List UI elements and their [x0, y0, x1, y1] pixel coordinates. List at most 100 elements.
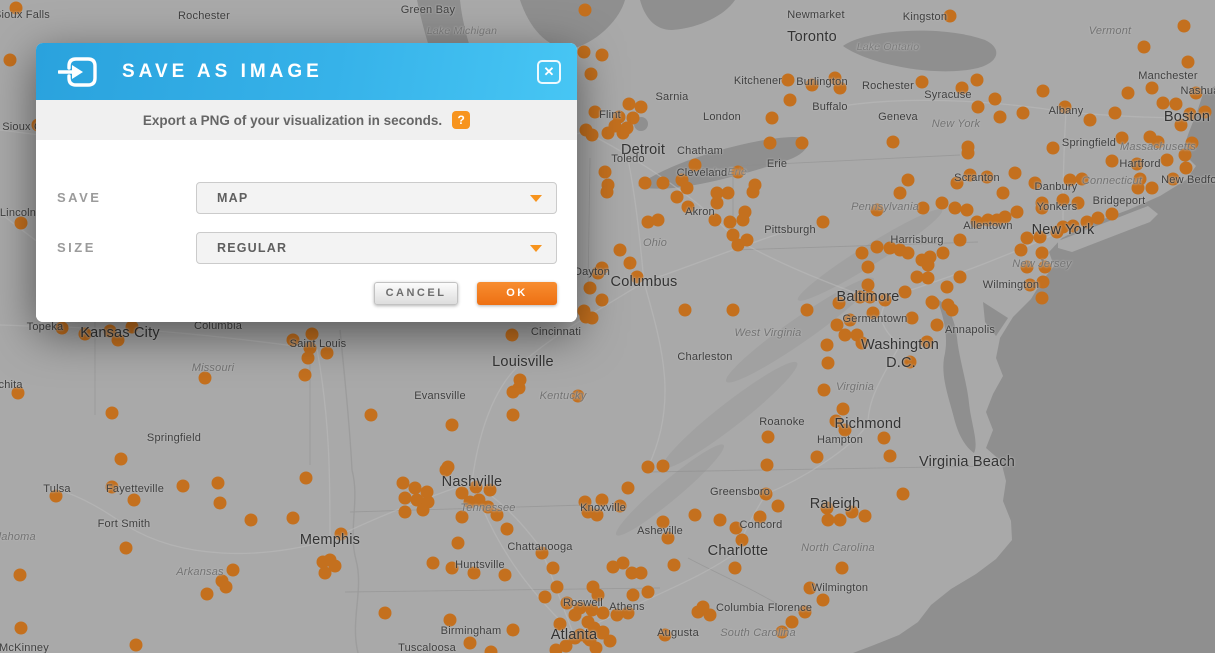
- map-dot[interactable]: [667, 558, 681, 572]
- map-dot[interactable]: [606, 560, 620, 574]
- map-dot[interactable]: [396, 476, 410, 490]
- map-dot[interactable]: [1010, 205, 1024, 219]
- map-dot[interactable]: [568, 608, 582, 622]
- map-dot[interactable]: [286, 511, 300, 525]
- map-dot[interactable]: [1185, 136, 1199, 150]
- map-dot[interactable]: [858, 509, 872, 523]
- map-dot[interactable]: [1023, 278, 1037, 292]
- map-dot[interactable]: [125, 320, 139, 334]
- map-dot[interactable]: [945, 303, 959, 317]
- map-dot[interactable]: [445, 561, 459, 575]
- map-dot[interactable]: [651, 213, 665, 227]
- map-dot[interactable]: [55, 321, 69, 335]
- map-dot[interactable]: [595, 626, 609, 640]
- map-dot[interactable]: [445, 418, 459, 432]
- map-dot[interactable]: [571, 389, 585, 403]
- map-dot[interactable]: [816, 215, 830, 229]
- map-dot[interactable]: [1038, 260, 1052, 274]
- map-dot[interactable]: [943, 9, 957, 23]
- map-dot[interactable]: [1033, 230, 1047, 244]
- map-dot[interactable]: [114, 452, 128, 466]
- map-dot[interactable]: [953, 270, 967, 284]
- map-dot[interactable]: [988, 92, 1002, 106]
- map-dot[interactable]: [441, 460, 455, 474]
- map-dot[interactable]: [940, 280, 954, 294]
- map-dot[interactable]: [761, 430, 775, 444]
- ok-button[interactable]: OK: [477, 282, 557, 305]
- map-dot[interactable]: [696, 600, 710, 614]
- map-dot[interactable]: [213, 496, 227, 510]
- map-dot[interactable]: [713, 513, 727, 527]
- map-dot[interactable]: [3, 53, 17, 67]
- map-dot[interactable]: [538, 590, 552, 604]
- map-dot[interactable]: [598, 165, 612, 179]
- map-dot[interactable]: [883, 241, 897, 255]
- map-dot[interactable]: [601, 126, 615, 140]
- map-dot[interactable]: [821, 513, 835, 527]
- map-dot[interactable]: [781, 73, 795, 87]
- map-dot[interactable]: [1181, 55, 1195, 69]
- map-dot[interactable]: [1121, 86, 1135, 100]
- map-dot[interactable]: [1156, 96, 1170, 110]
- map-dot[interactable]: [630, 270, 644, 284]
- map-dot[interactable]: [960, 203, 974, 217]
- map-dot[interactable]: [1020, 260, 1034, 274]
- map-dot[interactable]: [455, 510, 469, 524]
- map-dot[interactable]: [1177, 19, 1191, 33]
- map-dot[interactable]: [484, 645, 498, 653]
- map-dot[interactable]: [305, 327, 319, 341]
- map-dot[interactable]: [1016, 106, 1030, 120]
- map-dot[interactable]: [1075, 172, 1089, 186]
- map-dot[interactable]: [821, 356, 835, 370]
- map-dot[interactable]: [817, 383, 831, 397]
- map-dot[interactable]: [993, 110, 1007, 124]
- map-dot[interactable]: [760, 458, 774, 472]
- cancel-button[interactable]: CANCEL: [374, 282, 458, 305]
- map-dot[interactable]: [416, 503, 430, 517]
- close-icon[interactable]: ✕: [537, 59, 561, 84]
- map-dot[interactable]: [590, 508, 604, 522]
- map-dot[interactable]: [13, 568, 27, 582]
- map-dot[interactable]: [588, 105, 602, 119]
- map-dot[interactable]: [746, 185, 760, 199]
- map-dot[interactable]: [759, 487, 773, 501]
- map-dot[interactable]: [119, 541, 133, 555]
- map-dot[interactable]: [14, 216, 28, 230]
- map-dot[interactable]: [244, 513, 258, 527]
- map-dot[interactable]: [910, 270, 924, 284]
- map-dot[interactable]: [721, 186, 735, 200]
- map-dot[interactable]: [1160, 153, 1174, 167]
- map-dot[interactable]: [1166, 172, 1180, 186]
- map-dot[interactable]: [1108, 106, 1122, 120]
- save-dropdown[interactable]: MAP: [196, 182, 557, 214]
- map-dot[interactable]: [1137, 40, 1151, 54]
- map-dot[interactable]: [1130, 157, 1144, 171]
- map-dot[interactable]: [1115, 131, 1129, 145]
- map-dot[interactable]: [1105, 154, 1119, 168]
- map-dot[interactable]: [963, 168, 977, 182]
- map-dot[interactable]: [729, 521, 743, 535]
- map-dot[interactable]: [105, 406, 119, 420]
- map-dot[interactable]: [710, 186, 724, 200]
- map-dot[interactable]: [641, 585, 655, 599]
- map-dot[interactable]: [893, 186, 907, 200]
- map-dot[interactable]: [589, 641, 603, 653]
- map-dot[interactable]: [577, 45, 591, 59]
- map-dot[interactable]: [936, 246, 950, 260]
- map-dot[interactable]: [905, 311, 919, 325]
- map-dot[interactable]: [726, 303, 740, 317]
- map-dot[interactable]: [1183, 107, 1197, 121]
- map-dot[interactable]: [855, 246, 869, 260]
- map-dot[interactable]: [641, 215, 655, 229]
- map-dot[interactable]: [469, 480, 483, 494]
- map-dot[interactable]: [829, 414, 843, 428]
- map-dot[interactable]: [838, 423, 852, 437]
- map-dot[interactable]: [603, 634, 617, 648]
- map-dot[interactable]: [971, 100, 985, 114]
- map-dot[interactable]: [595, 493, 609, 507]
- map-dot[interactable]: [200, 587, 214, 601]
- map-dot[interactable]: [816, 593, 830, 607]
- help-icon[interactable]: ?: [452, 111, 471, 129]
- map-dot[interactable]: [198, 371, 212, 385]
- map-dot[interactable]: [613, 499, 627, 513]
